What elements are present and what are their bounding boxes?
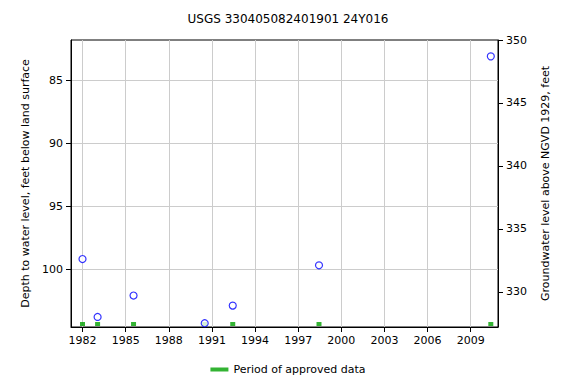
- svg-text:100: 100: [42, 263, 63, 276]
- svg-text:350: 350: [506, 34, 527, 47]
- svg-text:1988: 1988: [155, 334, 183, 347]
- svg-text:1997: 1997: [284, 334, 312, 347]
- svg-text:85: 85: [49, 74, 63, 87]
- svg-text:2006: 2006: [414, 334, 442, 347]
- svg-text:2003: 2003: [370, 334, 398, 347]
- svg-text:95: 95: [49, 200, 63, 213]
- svg-text:1982: 1982: [69, 334, 97, 347]
- svg-text:1994: 1994: [241, 334, 269, 347]
- svg-text:2009: 2009: [457, 334, 485, 347]
- svg-text:Groundwater level above NGVD 1: Groundwater level above NGVD 1929, feet: [539, 65, 552, 301]
- svg-text:345: 345: [506, 96, 527, 109]
- svg-text:1985: 1985: [112, 334, 140, 347]
- svg-text:330: 330: [506, 285, 527, 298]
- svg-text:1991: 1991: [198, 334, 226, 347]
- svg-text:USGS 330405082401901 24Y016: USGS 330405082401901 24Y016: [188, 12, 389, 26]
- svg-text:2000: 2000: [327, 334, 355, 347]
- svg-text:340: 340: [506, 159, 527, 172]
- svg-text:335: 335: [506, 222, 527, 235]
- svg-text:Depth to water level, feet bel: Depth to water level, feet below land su…: [19, 59, 32, 308]
- svg-text:90: 90: [49, 137, 63, 150]
- svg-text:Period of approved data: Period of approved data: [233, 363, 365, 376]
